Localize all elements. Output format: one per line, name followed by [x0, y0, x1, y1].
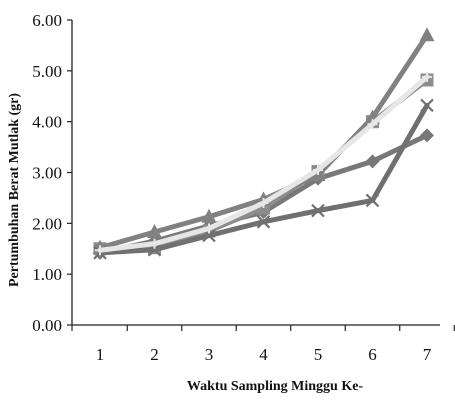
y-tick-label: 6.00 [32, 11, 62, 30]
x-tick-label: 2 [150, 345, 159, 364]
x-tick-label: 5 [314, 345, 323, 364]
data-point-x [365, 193, 380, 208]
x-tick-label: 3 [205, 345, 214, 364]
y-tick-label: 5.00 [32, 62, 62, 81]
data-point-star [95, 245, 105, 256]
x-tick-label: 7 [423, 345, 432, 364]
data-point-triangle [201, 208, 217, 223]
data-point-star [258, 198, 269, 208]
y-tick-label: 1.00 [32, 265, 62, 284]
data-point-star [204, 223, 214, 234]
data-point-triangle [147, 223, 162, 238]
data-point-star [422, 71, 432, 82]
data-point-star [149, 238, 160, 249]
x-tick-label: 6 [368, 345, 377, 364]
data-point-diamond [420, 128, 434, 143]
series-layer [92, 27, 435, 260]
y-tick-label: 0.00 [32, 316, 62, 335]
axes: 0.00 1.00 2.00 3.00 4.00 5.00 6.00 1 2 3 4 5 6 7 [32, 11, 455, 364]
data-point-star [367, 119, 378, 130]
data-point-diamond [365, 154, 380, 169]
data-point-triangle [419, 27, 435, 42]
y-tick-label: 3.00 [32, 164, 62, 183]
data-point-star [313, 164, 323, 175]
data-point-x [420, 98, 434, 113]
x-tick-label: 1 [96, 345, 105, 364]
x-tick-label: 4 [259, 345, 268, 364]
y-axis-title: Pertumbuhan Berat Mutlak (gr) [7, 93, 22, 287]
y-tick-label: 4.00 [32, 113, 62, 132]
x-axis-title: Waktu Sampling Minggu Ke- [187, 379, 364, 394]
data-point-x [311, 203, 325, 218]
y-tick-label: 2.00 [32, 214, 62, 233]
data-point-x [256, 215, 271, 229]
